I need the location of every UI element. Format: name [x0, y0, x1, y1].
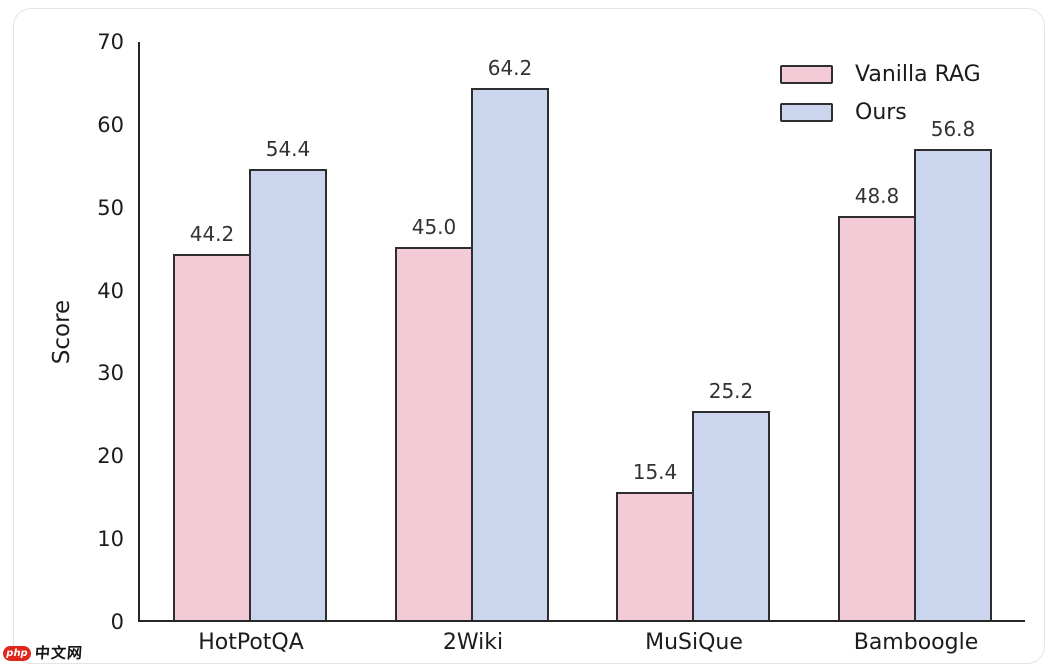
- legend: Vanilla RAG Ours: [780, 62, 981, 125]
- bar-hotpotqa-vanilla-rag: [173, 254, 251, 620]
- watermark-site-text: 中文网: [34, 644, 84, 662]
- legend-label-vanilla-rag: Vanilla RAG: [855, 62, 981, 87]
- bar-2wiki-ours: [471, 88, 549, 620]
- bar-musique-vanilla-rag: [616, 492, 694, 620]
- x-tick-label-bamboogle: Bamboogle: [853, 630, 979, 655]
- bar-value-label: 15.4: [632, 460, 678, 484]
- legend-swatch-vanilla-rag: [780, 65, 833, 84]
- y-tick-label: 30: [97, 361, 124, 386]
- legend-swatch-ours: [780, 103, 833, 122]
- bar-value-label: 45.0: [411, 215, 457, 239]
- legend-label-ours: Ours: [855, 100, 907, 125]
- y-axis-ticks: 0 10 20 30 40 50 60 70: [0, 30, 136, 634]
- x-tick-label-musique: MuSiQue: [645, 630, 743, 655]
- y-tick-label: 10: [97, 527, 124, 552]
- bar-value-label: 44.2: [189, 222, 235, 246]
- php-logo-icon: php: [3, 646, 31, 661]
- legend-item-ours: Ours: [780, 100, 981, 125]
- y-tick-label: 0: [110, 610, 124, 634]
- x-tick-label-hotpotqa: HotPotQA: [198, 630, 304, 655]
- y-tick-label: 60: [97, 112, 124, 137]
- bar-bamboogle-ours: [914, 149, 992, 620]
- bar-bamboogle-vanilla-rag: [838, 216, 916, 620]
- plot-area: 44.2 54.4 HotPotQA 45.0 64.2 2Wiki 15.4 25.2 MuS…: [138, 42, 1025, 655]
- y-tick-label: 20: [97, 444, 124, 469]
- bar-musique-ours: [692, 411, 770, 620]
- bar-value-label: 56.8: [930, 117, 976, 141]
- y-tick-label: 50: [97, 195, 124, 220]
- bar-value-label: 54.4: [265, 137, 311, 161]
- bar-2wiki-vanilla-rag: [395, 247, 473, 620]
- legend-item-vanilla-rag: Vanilla RAG: [780, 62, 981, 87]
- bar-value-label: 64.2: [487, 56, 533, 80]
- bar-hotpotqa-ours: [249, 169, 327, 620]
- bar-value-label: 25.2: [708, 379, 754, 403]
- y-tick-label: 40: [97, 278, 124, 303]
- y-tick-label: 70: [97, 30, 124, 54]
- bar-value-label: 48.8: [854, 184, 900, 208]
- watermark: php 中文网: [3, 644, 84, 662]
- x-tick-label-2wiki: 2Wiki: [442, 630, 504, 655]
